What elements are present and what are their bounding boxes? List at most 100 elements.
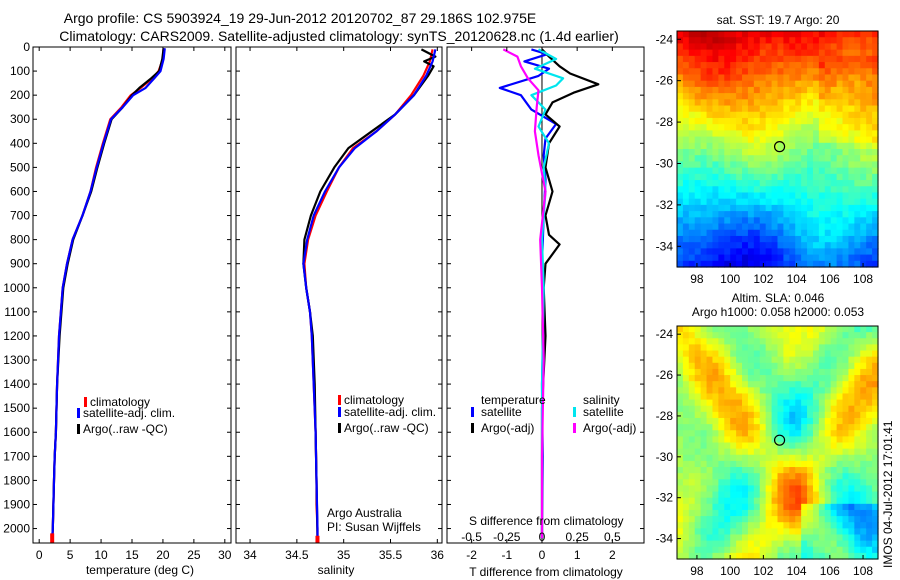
- heatmap-cell: [836, 204, 844, 212]
- heatmap-cell: [765, 399, 773, 407]
- heatmap-cell: [747, 235, 755, 243]
- heatmap-cell: [765, 516, 773, 523]
- heatmap-cell: [789, 503, 796, 511]
- heatmap-cell: [777, 424, 785, 431]
- heatmap-cell: [677, 149, 684, 156]
- heatmap-cell: [694, 417, 702, 425]
- heatmap-cell: [742, 356, 749, 364]
- heatmap-cell: [700, 80, 708, 88]
- heatmap-cell: [736, 68, 743, 76]
- heatmap-cell: [866, 442, 873, 450]
- heatmap-cell: [706, 393, 714, 401]
- heatmap-cell: [700, 467, 708, 474]
- heatmap-cell: [677, 454, 684, 462]
- heatmap-cell: [848, 254, 855, 262]
- series-line-climatology: [51, 48, 165, 543]
- heatmap-cell: [765, 417, 773, 425]
- heatmap-cell: [783, 167, 790, 175]
- heatmap-cell: [824, 105, 832, 113]
- depth-tick-label: 1300: [3, 353, 30, 367]
- heatmap-cell: [682, 105, 690, 113]
- heatmap-cell: [694, 448, 702, 456]
- heatmap-cell: [824, 211, 832, 218]
- heatmap-cell: [765, 497, 773, 505]
- heatmap-cell: [854, 479, 861, 487]
- heatmap-cell: [736, 393, 743, 401]
- heatmap-cell: [700, 155, 708, 163]
- heatmap-cell: [694, 344, 702, 352]
- heatmap-cell: [736, 350, 743, 358]
- heatmap-cell: [812, 411, 820, 419]
- heatmap-cell: [759, 99, 767, 107]
- heatmap-cell: [682, 350, 690, 358]
- s-diff-tick-label: 0.25: [565, 530, 589, 544]
- heatmap-cell: [677, 173, 684, 181]
- heatmap-cell: [724, 173, 731, 181]
- heatmap-cell: [753, 485, 761, 493]
- heatmap-cell: [866, 155, 873, 163]
- heatmap-cell: [700, 37, 708, 45]
- heatmap-cell: [836, 111, 844, 119]
- heatmap-cell: [677, 473, 684, 480]
- heatmap-cell: [771, 180, 779, 187]
- heatmap-cell: [747, 62, 755, 69]
- heatmap-cell: [765, 198, 773, 206]
- heatmap-cell: [747, 74, 755, 82]
- heatmap-cell: [836, 211, 844, 218]
- heatmap-cell: [730, 326, 737, 333]
- heatmap-cell: [771, 509, 779, 517]
- heatmap-cell: [830, 350, 838, 358]
- heatmap-cell: [818, 68, 826, 76]
- heatmap-cell: [830, 211, 838, 218]
- heatmap-cell: [818, 49, 826, 57]
- heatmap-cell: [842, 332, 850, 339]
- heatmap-cell: [688, 473, 696, 480]
- heatmap-cell: [812, 49, 820, 57]
- heatmap-cell: [747, 528, 755, 536]
- heatmap-cell: [700, 522, 708, 529]
- heatmap-cell: [842, 516, 850, 523]
- heatmap-cell: [836, 411, 844, 419]
- heatmap-cell: [718, 442, 725, 450]
- heatmap-cell: [818, 448, 826, 456]
- heatmap-cell: [742, 111, 749, 119]
- heatmap-cell: [771, 223, 779, 231]
- heatmap-cell: [742, 68, 749, 76]
- heatmap-cell: [842, 491, 850, 499]
- heatmap-cell: [759, 350, 767, 358]
- heatmap-cell: [854, 375, 861, 382]
- heatmap-cell: [718, 105, 725, 113]
- heatmap-cell: [694, 99, 702, 107]
- heatmap-cell: [677, 86, 684, 94]
- heatmap-cell: [854, 399, 861, 407]
- heatmap-cell: [830, 192, 838, 200]
- heatmap-cell: [771, 485, 779, 493]
- heatmap-cell: [753, 117, 761, 125]
- heatmap-cell: [747, 387, 755, 395]
- heatmap-cell: [824, 540, 832, 548]
- heatmap-cell: [807, 405, 814, 413]
- heatmap-cell: [842, 130, 850, 138]
- heatmap-cell: [818, 136, 826, 144]
- heatmap-cell: [700, 479, 708, 487]
- heatmap-cell: [688, 405, 696, 413]
- heatmap-cell: [688, 62, 696, 69]
- heatmap-cell: [694, 49, 702, 57]
- heatmap-cell: [872, 186, 879, 194]
- heatmap-cell: [694, 528, 702, 536]
- heatmap-cell: [759, 399, 767, 407]
- heatmap-cell: [677, 161, 684, 169]
- heatmap-cell: [824, 204, 832, 212]
- heatmap-cell: [848, 534, 855, 542]
- heatmap-cell: [860, 417, 867, 425]
- heatmap-cell: [742, 74, 749, 82]
- heatmap-cell: [688, 229, 696, 237]
- heatmap-cell: [789, 229, 796, 237]
- heatmap-cell: [742, 142, 749, 150]
- heatmap-cell: [818, 522, 826, 529]
- heatmap-cell: [783, 356, 790, 364]
- heatmap-cell: [848, 149, 855, 156]
- heatmap-cell: [848, 479, 855, 487]
- heatmap-cell: [795, 124, 802, 131]
- heatmap-cell: [860, 393, 867, 401]
